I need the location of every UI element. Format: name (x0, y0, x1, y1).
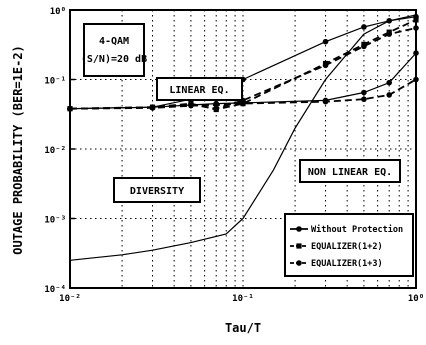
series-line (69, 27, 417, 110)
y-tick-label: 10⁻³ (44, 216, 66, 226)
snr-label: (S/N)=20 dB (81, 54, 147, 65)
series-non-linear-4 (67, 76, 419, 112)
legend-label: Without Protection (311, 224, 403, 235)
grid-lines (70, 10, 416, 288)
nonlinear-eq-label: NON LINEAR EQ. (308, 167, 392, 178)
series-line (69, 14, 417, 261)
diversity-label: DIVERSITY (130, 186, 184, 197)
y-tick-label: 10⁻² (44, 146, 66, 156)
x-tick-label: 10⁻² (59, 294, 81, 304)
series-marker (322, 38, 329, 45)
axis-ticks: 10⁻² 10⁻¹ 10⁰ 10⁰ 10⁻¹ 10⁻² 10⁻³ 10⁻⁴ (44, 7, 424, 304)
legend-item: EQUALIZER(1+3) (290, 259, 383, 269)
y-tick-label: 10⁻¹ (44, 77, 66, 87)
x-tick-label: 10⁻¹ (232, 294, 254, 304)
y-tick-label: 10⁰ (50, 7, 66, 17)
legend-swatch-marker (296, 260, 302, 266)
series-marker (386, 31, 393, 37)
legend-item: EQUALIZER(1+2) (290, 242, 383, 252)
series-marker (386, 92, 393, 98)
linear-eq-label: LINEAR EQ. (169, 85, 229, 96)
series-marker (213, 102, 220, 108)
diversity-box: DIVERSITY (113, 177, 201, 203)
modulation-box: 4-QAM (S/N)=20 dB (81, 23, 147, 77)
x-tick-label: 10⁰ (408, 294, 424, 304)
y-axis-label: OUTAGE PROBABILITY (BER=1E-2) (11, 45, 25, 255)
series-marker (361, 89, 367, 96)
modulation-label: 4-QAM (99, 36, 129, 47)
legend-label: EQUALIZER(1+2) (311, 242, 383, 252)
series-line (69, 78, 417, 110)
series-marker (322, 98, 329, 105)
x-axis-label: Tau/T (225, 321, 261, 335)
series-marker (240, 100, 246, 107)
series-marker (322, 62, 329, 69)
series-marker (386, 79, 393, 86)
series-marker (361, 24, 367, 30)
series-marker (149, 105, 156, 111)
series-diversity-5 (69, 14, 417, 261)
y-tick-label: 10⁻⁴ (44, 285, 66, 295)
legend-swatch-marker (296, 226, 302, 232)
legend: Without Protection EQUALIZER(1+2) EQUALIZE… (284, 213, 414, 277)
series-marker (361, 96, 367, 103)
legend-swatch-marker (296, 243, 302, 249)
legend-label: EQUALIZER(1+3) (311, 259, 383, 269)
series-marker (188, 102, 194, 109)
nonlinear-eq-box: NON LINEAR EQ. (299, 159, 401, 183)
linear-eq-box: LINEAR EQ. (156, 77, 243, 101)
series-marker (361, 43, 367, 50)
legend-item: Without Protection (290, 224, 403, 235)
